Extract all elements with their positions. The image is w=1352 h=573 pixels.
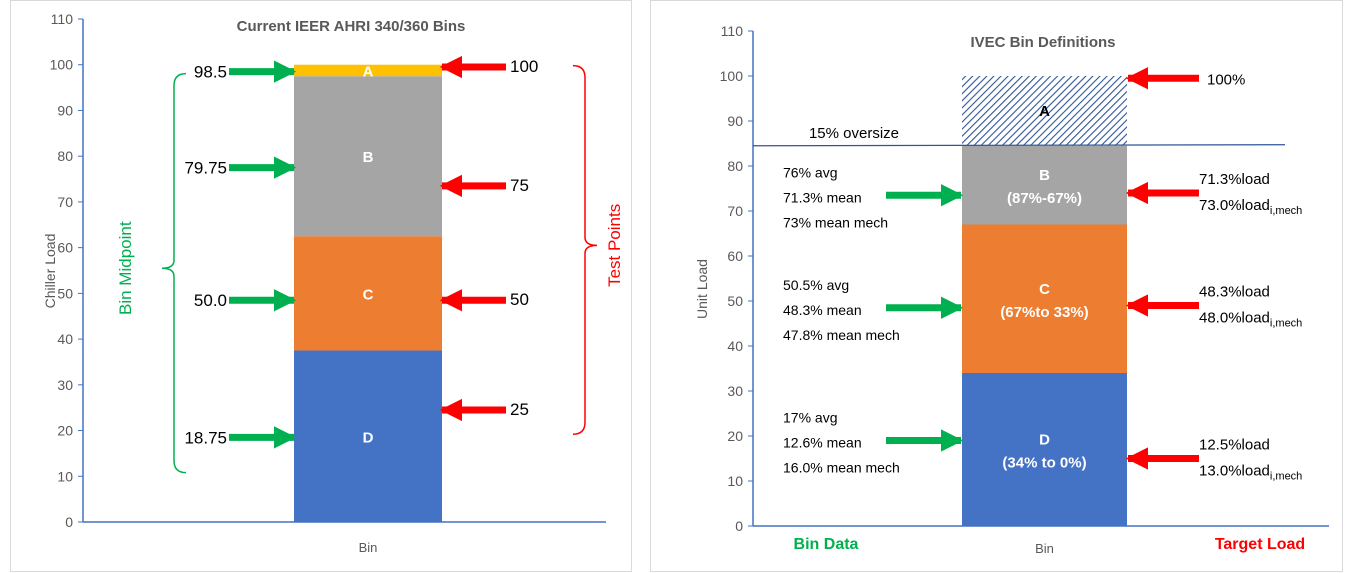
right-marker-label: 75 — [510, 176, 529, 195]
left-marker-text: 50.5% avg — [783, 277, 849, 293]
y-tick-label: 20 — [57, 423, 73, 439]
bar-label-c: C — [1039, 281, 1050, 298]
left-brace-label: Bin Midpoint — [116, 221, 135, 315]
left-marker-text: 47.8% mean mech — [783, 327, 900, 343]
bar-segment-d — [962, 373, 1127, 526]
left-marker-text: 76% avg — [783, 164, 837, 180]
bar-label-d: D — [363, 429, 374, 446]
right-marker-load: 48.3%load — [1199, 284, 1270, 301]
y-tick-label: 90 — [57, 102, 73, 118]
y-tick-label: 20 — [727, 428, 743, 444]
y-tick-label: 110 — [51, 11, 74, 27]
y-tick-label: 80 — [727, 158, 743, 174]
right-marker-mech: 73.0%loadi,mech — [1199, 197, 1302, 217]
y-tick-label: 10 — [727, 473, 743, 489]
bar-label-a: A — [363, 63, 374, 80]
left-caption: Bin Data — [794, 536, 859, 553]
y-tick-label: 70 — [57, 194, 73, 210]
y-tick-label: 110 — [721, 23, 744, 39]
x-tick-label: Bin — [1035, 541, 1054, 556]
left-marker-text: 71.3% mean — [783, 189, 862, 205]
chart-panel-ieer: Current IEER AHRI 340/360 Bins 0 10 20 30 40 5… — [10, 0, 632, 572]
chart-title: IVEC Bin Definitions — [970, 34, 1115, 51]
ieer-bins-chart: Current IEER AHRI 340/360 Bins 0 10 20 30 40 5… — [42, 11, 624, 555]
chart-title: Current IEER AHRI 340/360 Bins — [237, 18, 466, 35]
oversize-line-label: 15% oversize — [809, 125, 899, 142]
left-marker-label: 50.0 — [194, 291, 227, 310]
right-marker-mech-subscript: i,mech — [1270, 318, 1302, 330]
bar-label-c: C — [363, 286, 374, 303]
right-marker-mech: 13.0%loadi,mech — [1199, 463, 1302, 483]
left-marker-text: 17% avg — [783, 410, 837, 426]
y-tick-label: 40 — [57, 331, 73, 347]
left-marker-text: 73% mean mech — [783, 214, 888, 230]
bar-segment-a — [294, 64, 442, 77]
y-tick-label: 50 — [727, 293, 743, 309]
bar-range-d: (34% to 0%) — [1002, 455, 1086, 472]
bar-label-b: B — [1039, 167, 1050, 184]
bar-label-d: D — [1039, 432, 1050, 449]
left-marker-label: 98.5 — [194, 63, 227, 82]
y-tick-label: 100 — [50, 57, 74, 73]
right-marker-label: 25 — [510, 400, 529, 419]
y-tick-label: 30 — [57, 377, 73, 393]
y-tick-label: 70 — [727, 203, 743, 219]
bar-segment-a — [962, 76, 1127, 146]
left-marker-label: 79.75 — [184, 159, 227, 178]
oversize-line — [752, 144, 1286, 147]
y-tick-label: 100 — [720, 68, 744, 84]
right-marker-load: 71.3%load — [1199, 171, 1270, 188]
y-tick-label: 0 — [735, 518, 743, 534]
right-marker-mech: 48.0%loadi,mech — [1199, 310, 1302, 330]
bar-label-b: B — [363, 149, 374, 166]
chart-panel-ivec: IVEC Bin Definitions 0 10 20 30 40 50 60 70 80 90 1… — [650, 0, 1343, 572]
y-tick-label: 80 — [57, 148, 73, 164]
right-marker-load: 12.5%load — [1199, 437, 1270, 454]
bar-segment-c — [294, 236, 442, 351]
bar-segment-d — [294, 350, 442, 522]
right-marker-label: 50 — [510, 290, 529, 309]
y-axis-label: Chiller Load — [42, 234, 58, 309]
left-marker-text: 48.3% mean — [783, 302, 862, 318]
left-marker-label: 18.75 — [184, 428, 227, 447]
bar-range-c: (67%to 33%) — [1000, 304, 1088, 321]
y-tick-label: 30 — [727, 383, 743, 399]
y-tick-label: 60 — [57, 240, 73, 256]
y-tick-label: 90 — [727, 113, 743, 129]
right-brace-label: Test Points — [605, 204, 624, 287]
y-tick-label: 60 — [727, 248, 743, 264]
left-marker-text: 12.6% mean — [783, 435, 862, 451]
bar-range-b: (87%-67%) — [1007, 190, 1082, 207]
bar-segment-c — [962, 224, 1127, 373]
right-marker-label: 100% — [1207, 71, 1245, 88]
y-tick-label: 10 — [57, 468, 73, 484]
x-tick-label: Bin — [359, 540, 378, 555]
right-marker-mech-subscript: i,mech — [1270, 471, 1302, 483]
bar-segment-b — [294, 76, 442, 237]
y-axis-label: Unit Load — [694, 259, 710, 319]
y-tick-label: 50 — [57, 285, 73, 301]
y-tick-label: 0 — [65, 514, 73, 530]
left-marker-text: 16.0% mean mech — [783, 460, 900, 476]
bar-label-a: A — [1039, 103, 1050, 120]
ivec-bins-chart: IVEC Bin Definitions 0 10 20 30 40 50 60 70 80 90 1… — [694, 23, 1329, 556]
right-marker-label: 100 — [510, 57, 538, 76]
right-marker-mech-subscript: i,mech — [1270, 205, 1302, 217]
bar-segment-b — [962, 145, 1127, 225]
left-brace — [161, 72, 187, 474]
right-caption: Target Load — [1215, 536, 1305, 553]
right-brace — [572, 64, 598, 435]
y-tick-label: 40 — [727, 338, 743, 354]
